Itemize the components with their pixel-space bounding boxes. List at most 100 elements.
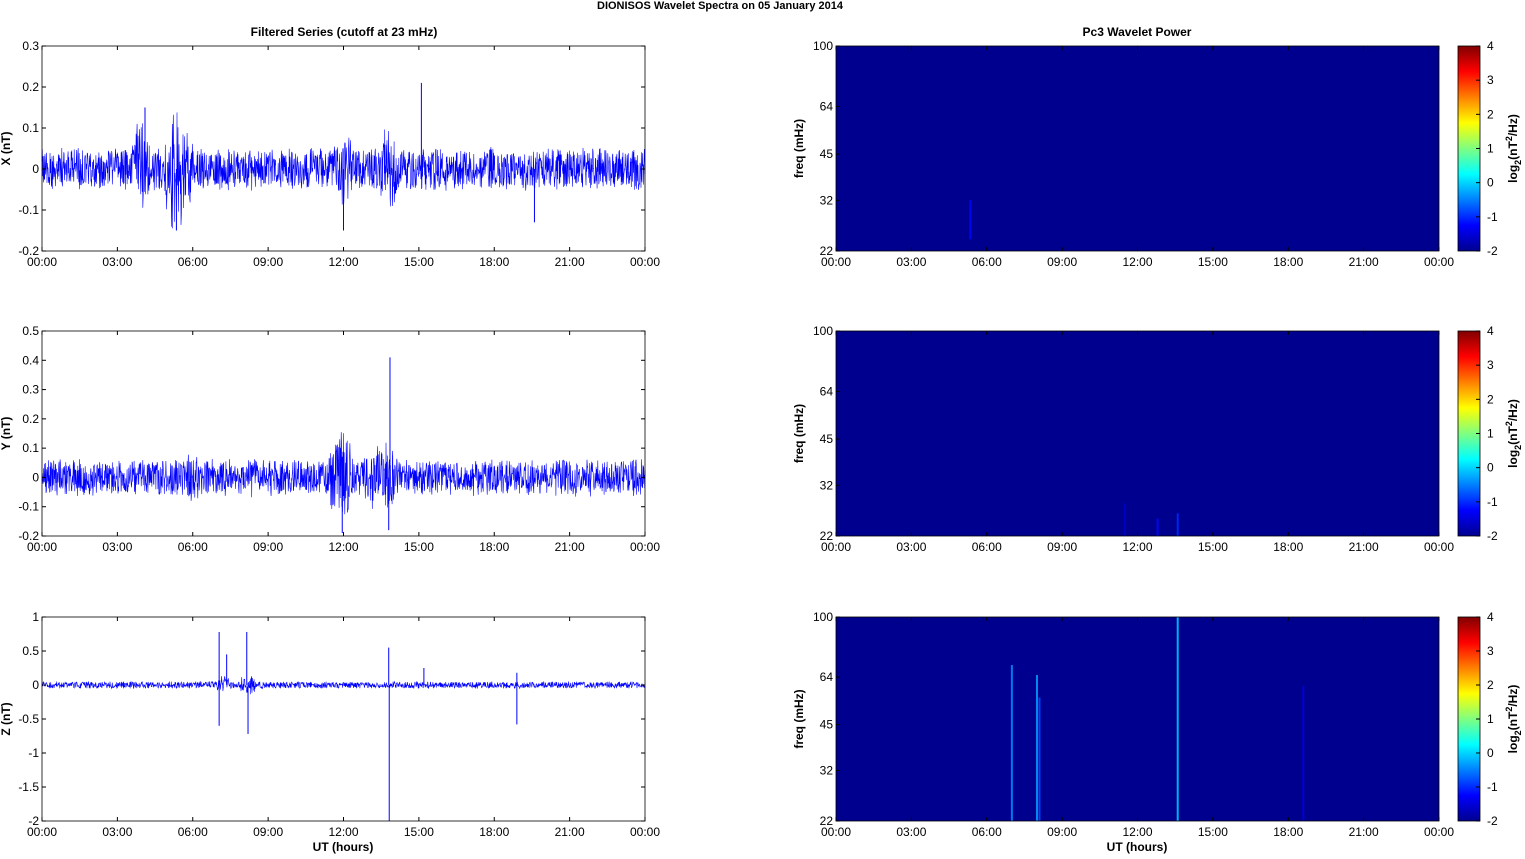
spectrogram-1-y-tick-label: 45 [820, 147, 834, 161]
series-z-x-tick-label: 09:00 [253, 825, 283, 839]
spectrogram-2-x-tick-label: 18:00 [1273, 540, 1303, 554]
spectrogram-2-power-streak [1156, 518, 1159, 536]
spectrogram-3-y-tick-label: 45 [820, 718, 834, 732]
series-z-plot-area [42, 617, 645, 821]
right-x-axis-label: UT (hours) [1107, 840, 1168, 854]
series-z-x-tick-label: 15:00 [404, 825, 434, 839]
spectrogram-1-x-tick-label: 00:00 [821, 255, 851, 269]
series-y-x-tick-label: 18:00 [479, 540, 509, 554]
left-x-axis-label: UT (hours) [313, 840, 374, 854]
spectrogram-2-heatmap-background [836, 331, 1439, 536]
spectrogram-1-y-tick-label: 32 [820, 193, 834, 207]
spectrogram-3-x-tick-label: 12:00 [1122, 825, 1152, 839]
series-x-y-tick-label: 0 [32, 162, 39, 176]
series-x-y-tick-label: 0.2 [22, 80, 39, 94]
spectrogram-2-x-tick-label: 03:00 [896, 540, 926, 554]
series-x-x-tick-label: 00:00 [27, 255, 57, 269]
series-x-x-tick-label: 06:00 [178, 255, 208, 269]
spectrogram-1-colorbar-tick-label: 2 [1487, 107, 1494, 121]
series-z-x-tick-label: 06:00 [178, 825, 208, 839]
series-y-x-tick-label: 09:00 [253, 540, 283, 554]
series-y-y-tick-label: 0.2 [22, 412, 39, 426]
series-x-trace [41, 112, 646, 229]
series-x-x-tick-label: 09:00 [253, 255, 283, 269]
spectrogram-2-colorbar-tick-label: 3 [1487, 358, 1494, 372]
spectrogram-1-heatmap-background [836, 46, 1439, 251]
spectrogram-2-x-tick-label: 12:00 [1122, 540, 1152, 554]
spectrogram-1-colorbar-label: log2(nT2/Hz) [1504, 114, 1523, 183]
spectrogram-3-x-tick-label: 18:00 [1273, 825, 1303, 839]
spectrogram-3-colorbar-tick-label: 2 [1487, 678, 1494, 692]
spectrogram-1-power-streak [969, 200, 972, 240]
spectrogram-2-y-tick-label: 22 [820, 529, 834, 543]
figure-title: DIONISOS Wavelet Spectra on 05 January 2… [597, 0, 844, 12]
spectrogram-3-y-tick-label: 32 [820, 764, 834, 778]
spectrogram-1-x-tick-label: 00:00 [1424, 255, 1454, 269]
series-y-x-tick-label: 06:00 [178, 540, 208, 554]
spectrogram-3-power-streak [1036, 675, 1038, 821]
series-z-x-tick-label: 18:00 [479, 825, 509, 839]
spectrogram-1-y-tick-label: 64 [820, 99, 834, 113]
series-x-x-tick-label: 00:00 [630, 255, 660, 269]
spectrogram-1-x-tick-label: 18:00 [1273, 255, 1303, 269]
spectrogram-3-power-streak [1010, 665, 1013, 821]
spectrogram-3-colorbar-tick-label: -1 [1487, 780, 1498, 794]
series-x-y-tick-label: 0.3 [22, 39, 39, 53]
spectrogram-2-y-axis-label: freq (mHz) [792, 404, 806, 463]
spectrogram-3-x-tick-label: 03:00 [896, 825, 926, 839]
spectrogram-3-colorbar-tick-label: -2 [1487, 814, 1498, 828]
series-z-x-tick-label: 00:00 [27, 825, 57, 839]
spectrogram-3-heatmap-background [836, 617, 1439, 821]
spectrogram-2-colorbar-tick-label: 0 [1487, 461, 1494, 475]
series-x-y-axis-label: X (nT) [0, 132, 13, 166]
left-column-title: Filtered Series (cutoff at 23 mHz) [251, 25, 438, 39]
spectrogram-2-colorbar-tick-label: 4 [1487, 324, 1494, 338]
spectrogram-1-colorbar-tick-label: -2 [1487, 244, 1498, 258]
spectrogram-1-x-tick-label: 15:00 [1198, 255, 1228, 269]
spectrogram-3-power-streak [1176, 617, 1179, 821]
spectrogram-3-y-axis-label: freq (mHz) [792, 689, 806, 748]
spectrogram-3-colorbar-tick-label: 0 [1487, 746, 1494, 760]
series-x-x-tick-label: 03:00 [102, 255, 132, 269]
series-z-y-tick-label: -2 [28, 814, 39, 828]
series-y-x-tick-label: 12:00 [328, 540, 358, 554]
spectrogram-3-x-tick-label: 00:00 [1424, 825, 1454, 839]
spectrogram-3-colorbar-tick-label: 3 [1487, 644, 1494, 658]
series-x-y-tick-label: 0.1 [22, 121, 39, 135]
spectrogram-1-x-tick-label: 21:00 [1349, 255, 1379, 269]
spectrogram-2-y-tick-label: 32 [820, 478, 834, 492]
spectrogram-1-colorbar-tick-label: 1 [1487, 142, 1494, 156]
right-column-title: Pc3 Wavelet Power [1083, 25, 1192, 39]
spectrogram-3-power-streak [1038, 697, 1041, 821]
spectrogram-3-colorbar-label: log2(nT2/Hz) [1504, 685, 1523, 754]
spectrogram-2-colorbar-tick-label: -2 [1487, 529, 1498, 543]
series-z-y-tick-label: 1 [32, 610, 39, 624]
series-y-x-tick-label: 00:00 [630, 540, 660, 554]
series-x-y-tick-label: -0.1 [18, 203, 39, 217]
spectrogram-2-power-streak [1176, 513, 1179, 536]
spectrogram-3-y-tick-label: 22 [820, 814, 834, 828]
spectrogram-3-power-streak [1302, 685, 1305, 821]
spectrogram-2-colorbar-label: log2(nT2/Hz) [1504, 399, 1523, 468]
spectrogram-3-y-tick-label: 64 [820, 670, 834, 684]
spectrogram-2-y-tick-label: 64 [820, 384, 834, 398]
series-x-x-tick-label: 12:00 [328, 255, 358, 269]
series-z-trace [41, 676, 646, 695]
spectrogram-1-x-tick-label: 09:00 [1047, 255, 1077, 269]
series-y-trace [41, 432, 646, 515]
spectrogram-2-power-streak [1123, 503, 1126, 536]
spectrogram-3-colorbar-tick-label: 4 [1487, 610, 1494, 624]
spectrogram-2-x-tick-label: 09:00 [1047, 540, 1077, 554]
series-y-y-tick-label: 0.1 [22, 441, 39, 455]
spectrogram-1-x-tick-label: 06:00 [972, 255, 1002, 269]
spectrogram-2-colorbar-tick-label: -1 [1487, 495, 1498, 509]
series-y-y-tick-label: 0.3 [22, 383, 39, 397]
series-x-x-tick-label: 21:00 [555, 255, 585, 269]
series-z-y-tick-label: -1 [28, 746, 39, 760]
series-z-y-tick-label: -0.5 [18, 712, 39, 726]
spectrogram-2-x-tick-label: 15:00 [1198, 540, 1228, 554]
spectrogram-2-x-tick-label: 06:00 [972, 540, 1002, 554]
series-z-x-tick-label: 03:00 [102, 825, 132, 839]
series-z-y-tick-label: 0.5 [22, 644, 39, 658]
